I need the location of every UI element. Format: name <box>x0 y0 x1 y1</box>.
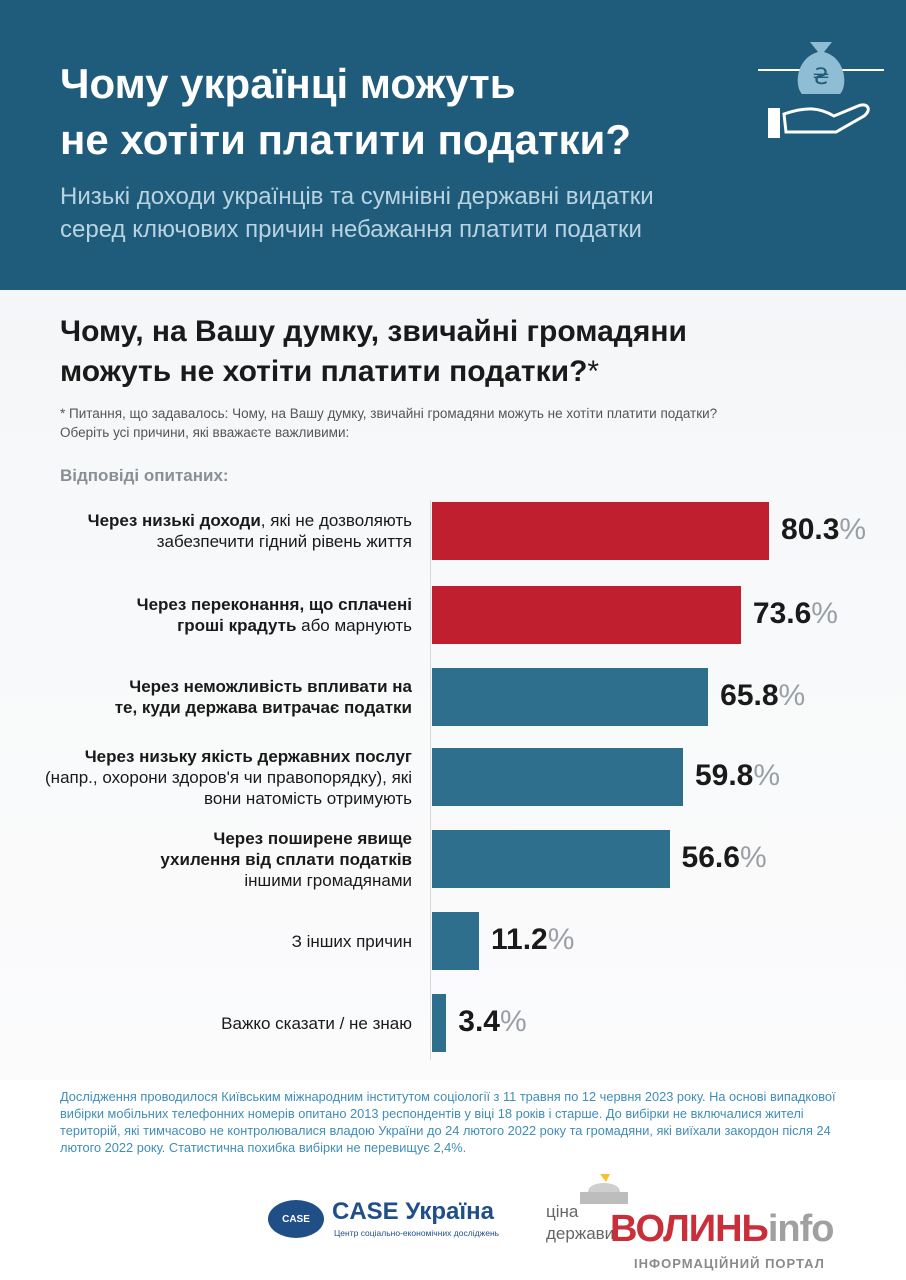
bar-3 <box>432 748 683 806</box>
responses-label: Відповіді опитаних: <box>60 466 229 485</box>
bar-value-3: 59.8% <box>694 759 781 792</box>
chart-axis-line <box>430 500 431 1060</box>
category-label-4: Через поширене явище ухилення від сплати … <box>160 828 412 890</box>
question-title: Чому, на Вашу думку, звичайні громадяни … <box>60 315 687 388</box>
bar-value-2: 65.8% <box>720 679 806 712</box>
bar-1 <box>432 586 741 644</box>
building-icon <box>580 1174 628 1204</box>
bar-value-4: 56.6% <box>681 841 767 874</box>
bar-6 <box>432 994 447 1052</box>
asterisk: * <box>587 355 600 388</box>
case-name: CASE Україна <box>332 1198 494 1225</box>
derzhavy-word: держави <box>546 1224 615 1243</box>
money-bag-hand-icon: ₴ <box>758 42 884 138</box>
category-label-6: Важко сказати / не знаю <box>221 1013 412 1033</box>
bar-value-6: 3.4% <box>458 1005 527 1038</box>
category-label-2: Через неможливість впливати на те, куди д… <box>114 677 412 717</box>
bar-value-1: 73.6% <box>752 597 838 630</box>
case-badge-icon: CASE <box>268 1200 324 1238</box>
category-label-3: Через низьку якість державних послуг (нап… <box>45 746 412 808</box>
category-label-0: Через низькі доходи, які не дозволяють за… <box>87 511 412 551</box>
header-banner: Чому українці можуть не хотіти платити п… <box>0 0 906 290</box>
category-label-5: З інших причин <box>291 931 412 951</box>
bar-value-0: 80.3% <box>781 513 867 546</box>
tsina-word: ціна <box>546 1202 579 1221</box>
case-ukraine-logo: CASE CASE Україна Центр соціально-економ… <box>268 1196 508 1246</box>
bar-2 <box>432 668 709 726</box>
page-title: Чому українці можуть не хотіти платити п… <box>60 60 632 163</box>
watermark-brand: ВОЛИНЬinfo <box>610 1208 834 1250</box>
category-label-1: Через переконання, що сплачені гроші крад… <box>136 595 412 635</box>
bar-4 <box>432 830 670 888</box>
case-description: Центр соціально-економічних досліджень <box>334 1228 500 1238</box>
page-subtitle: Низькі доходи українців та сумнівні держ… <box>60 183 654 243</box>
bar-value-5: 11.2% <box>491 923 575 956</box>
svg-text:₴: ₴ <box>812 65 829 90</box>
bar-5 <box>432 912 479 970</box>
tsina-derzhavy-logo: ціна держави <box>534 1172 644 1252</box>
watermark-tagline: ІНФОРМАЦІЙНИЙ ПОРТАЛ <box>634 1256 825 1271</box>
bar-0 <box>432 502 770 560</box>
methodology-footnote: Дослідження проводилося Київським міжнар… <box>60 1089 836 1155</box>
question-note: * Питання, що задавалось: Чому, на Вашу … <box>60 406 718 440</box>
